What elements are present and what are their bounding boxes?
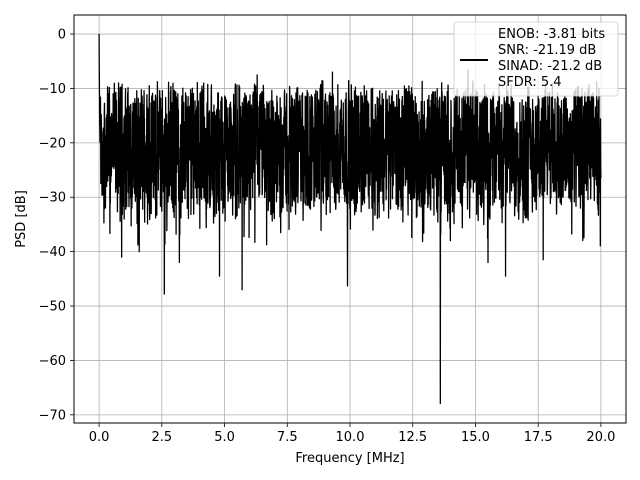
x-tick-label: 12.5 (398, 430, 427, 445)
y-tick-label: −30 (39, 191, 66, 206)
y-tick-label: −10 (39, 82, 66, 97)
x-tick-label: 10.0 (336, 430, 365, 445)
legend-entry-line: SNR: -21.19 dB (498, 43, 596, 58)
x-tick-label: 20.0 (586, 430, 615, 445)
legend-entry-line: ENOB: -3.81 bits (498, 27, 605, 42)
y-tick-label: 0 (58, 28, 66, 43)
legend-entry-line: SFDR: 5.4 (498, 75, 562, 90)
y-tick-label: −70 (39, 408, 66, 423)
y-tick-label: −20 (39, 136, 66, 151)
ticks: 0.0 2.5 5.0 7.5 10.0 12.5 15.0 17.5 20.0 0 −10 −20 −… (39, 28, 616, 445)
x-tick-label: 15.0 (461, 430, 490, 445)
x-axis-label: Frequency [MHz] (295, 451, 404, 466)
y-tick-label: −40 (39, 245, 66, 260)
y-axis-label: PSD [dB] (14, 190, 29, 248)
plot-area (98, 34, 602, 405)
y-tick-label: −50 (39, 300, 66, 315)
x-tick-label: 2.5 (151, 430, 172, 445)
x-tick-label: 0.0 (89, 430, 110, 445)
y-tick-label: −60 (39, 354, 66, 369)
legend-entry-line: SINAD: -21.2 dB (498, 59, 602, 74)
x-tick-label: 5.0 (214, 430, 235, 445)
psd-series-line (98, 34, 602, 405)
x-tick-label: 17.5 (524, 430, 553, 445)
legend-box (453, 21, 619, 97)
x-tick-label: 7.5 (277, 430, 298, 445)
